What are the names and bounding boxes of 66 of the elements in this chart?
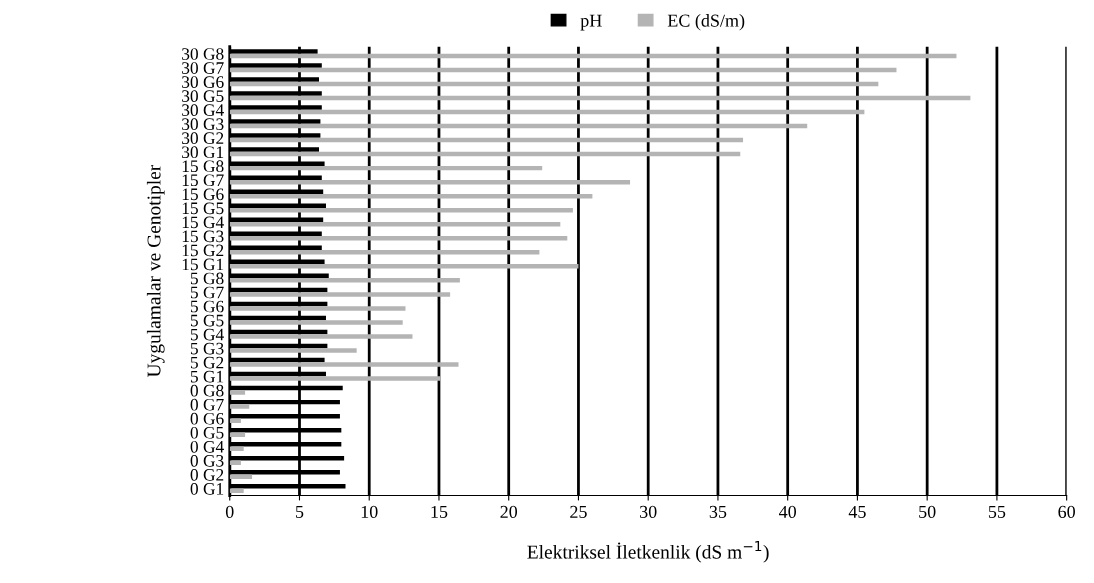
y-axis-title: Uygulamalar ve Genotipler [146,164,165,378]
y-tick-label: 0 G6 [190,412,224,425]
bar [229,278,460,283]
x-tick-label: 50 [919,505,936,518]
x-tick-label: 10 [361,505,378,518]
y-tick-label: 15 G8 [182,160,224,173]
legend-label: EC (dS/m) [667,14,745,31]
y-tick-label: 5 G5 [190,314,224,327]
y-tick-label: 0 G4 [190,440,224,453]
bar [229,376,441,381]
x-tick-label: 30 [640,505,657,518]
y-tick-label: 30 G1 [182,146,224,159]
y-tick-label: 30 G2 [182,132,224,145]
x-tick-label: 20 [500,505,518,518]
y-tick-label: 15 G6 [182,188,224,201]
y-tick-label: 30 G5 [182,90,224,102]
bar [229,292,451,297]
legend-label: pH [580,14,602,31]
x-tick-label: 35 [709,505,727,518]
y-tick-label: 5 G3 [190,342,224,355]
y-tick-label: 0 G8 [190,384,224,397]
x-tick-label: 25 [570,505,587,518]
y-tick-label: 15 G7 [182,174,224,187]
y-tick-label: 5 G8 [190,272,224,285]
y-tick-label: 30 G7 [182,62,224,74]
y-tick-label: 5 G6 [190,300,224,313]
y-tick-label: 5 G1 [190,370,224,383]
x-tick-label: 45 [848,505,866,518]
y-tick-label: 0 G1 [190,483,224,495]
x-axis-title: Elektriksel İletkenlik (dS m$^{−1}$) [527,541,769,563]
y-tick-label: 0 G3 [190,454,224,467]
y-tick-label: 15 G4 [182,216,224,229]
bar [229,390,246,395]
y-tick-label: 5 G2 [190,356,224,369]
bar [229,348,357,353]
x-tick-label: 40 [779,505,797,518]
y-tick-label: 0 G7 [190,398,224,411]
bar [229,250,540,255]
bar [229,404,250,409]
y-tick-label: 30 G6 [182,76,224,88]
bar [229,446,244,451]
y-tick-label: 15 G2 [182,244,224,257]
bar [229,264,579,269]
x-tick-label: 5 [296,505,304,518]
x-tick-label: 0 [225,505,234,518]
y-tick-label: 15 G5 [182,202,224,215]
y-tick-label: 0 G5 [190,426,224,439]
y-tick-label: 15 G1 [182,258,224,271]
y-tick-label: 15 G3 [182,230,224,243]
bar [229,236,568,241]
y-tick-label: 5 G4 [190,328,224,341]
y-tick-label: 30 G3 [182,118,224,130]
y-tick-label: 30 G8 [182,48,224,60]
x-tick-label: 60 [1058,505,1075,518]
bar [229,362,459,367]
y-tick-label: 5 G7 [190,286,224,299]
y-tick-label: 30 G4 [182,104,224,116]
bar [229,334,413,339]
x-tick-label: 15 [431,505,448,518]
bar [229,432,246,437]
bar [229,306,406,311]
bar [229,418,241,423]
bar [229,320,403,325]
bar [229,460,241,465]
x-tick-label: 55 [988,505,1006,518]
y-tick-label: 0 G2 [190,468,224,481]
